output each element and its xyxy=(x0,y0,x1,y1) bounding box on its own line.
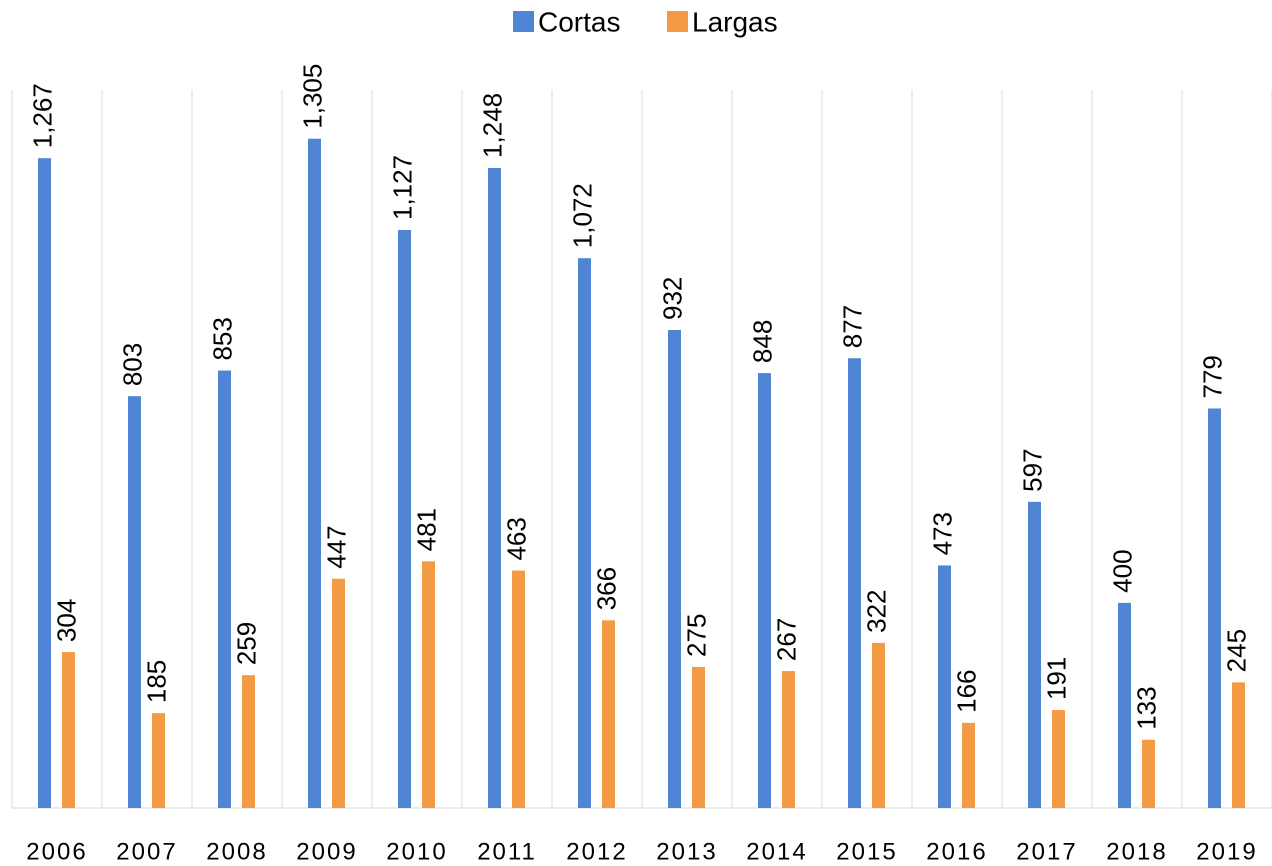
bar xyxy=(1052,710,1065,808)
x-tick-label: 2006 xyxy=(26,838,87,865)
data-label: 597 xyxy=(1017,448,1047,491)
bar xyxy=(512,570,525,808)
bar xyxy=(602,620,615,808)
bar xyxy=(242,675,255,808)
bar xyxy=(332,578,345,808)
x-tick-label: 2015 xyxy=(836,838,897,865)
bar xyxy=(848,358,861,808)
data-label: 185 xyxy=(141,660,171,703)
data-label: 1,248 xyxy=(477,93,507,158)
data-label: 267 xyxy=(771,618,801,661)
bar xyxy=(308,138,321,808)
data-label: 259 xyxy=(231,622,261,665)
bar xyxy=(128,396,141,808)
data-label: 1,127 xyxy=(387,155,417,220)
data-label: 447 xyxy=(321,525,351,568)
data-label: 275 xyxy=(681,614,711,657)
data-label: 366 xyxy=(591,567,621,610)
bar xyxy=(578,258,591,808)
data-label: 877 xyxy=(837,305,867,348)
bar xyxy=(938,565,951,808)
x-tick-label: 2019 xyxy=(1196,838,1257,865)
bar xyxy=(398,230,411,808)
data-label: 1,072 xyxy=(567,183,597,248)
legend-swatch xyxy=(513,11,534,32)
bar xyxy=(1208,408,1221,808)
data-label: 848 xyxy=(747,320,777,363)
bar xyxy=(1028,501,1041,808)
x-tick-label: 2010 xyxy=(386,838,447,865)
bar xyxy=(62,652,75,808)
x-tick-label: 2012 xyxy=(566,838,627,865)
bar xyxy=(1232,682,1245,808)
bar xyxy=(488,167,501,808)
x-tick-label: 2011 xyxy=(477,838,537,865)
data-label: 803 xyxy=(117,343,147,386)
data-label: 932 xyxy=(657,277,687,320)
bar xyxy=(758,373,771,808)
legend-swatch xyxy=(667,11,688,32)
data-label: 1,267 xyxy=(27,83,57,148)
bar xyxy=(152,713,165,808)
data-label: 191 xyxy=(1041,657,1071,700)
data-label: 400 xyxy=(1107,549,1137,592)
bar xyxy=(422,561,435,808)
data-label: 304 xyxy=(51,599,81,642)
x-tick-label: 2009 xyxy=(296,838,357,865)
bar xyxy=(218,370,231,808)
legend-label: Cortas xyxy=(538,6,620,37)
data-label: 245 xyxy=(1221,629,1251,672)
data-label: 133 xyxy=(1131,686,1161,729)
data-label: 779 xyxy=(1197,355,1227,398)
data-label: 853 xyxy=(207,317,237,360)
x-tick-label: 2016 xyxy=(926,838,987,865)
bar xyxy=(668,330,681,808)
bar xyxy=(962,722,975,808)
bar xyxy=(872,642,885,808)
x-tick-label: 2014 xyxy=(746,838,807,865)
bar xyxy=(1118,602,1131,808)
bar xyxy=(782,671,795,808)
x-tick-label: 2013 xyxy=(656,838,717,865)
x-tick-label: 2008 xyxy=(206,838,267,865)
bar xyxy=(38,158,51,808)
x-tick-label: 2007 xyxy=(116,838,177,865)
data-label: 322 xyxy=(861,589,891,632)
data-label: 1,305 xyxy=(297,64,327,129)
bar xyxy=(1142,739,1155,808)
data-label: 463 xyxy=(501,517,531,560)
data-label: 166 xyxy=(951,669,981,712)
data-label: 481 xyxy=(411,508,441,551)
bar xyxy=(692,666,705,808)
data-label: 473 xyxy=(927,512,957,555)
x-tick-label: 2018 xyxy=(1106,838,1167,865)
x-tick-label: 2017 xyxy=(1016,838,1077,865)
legend-label: Largas xyxy=(692,6,778,37)
